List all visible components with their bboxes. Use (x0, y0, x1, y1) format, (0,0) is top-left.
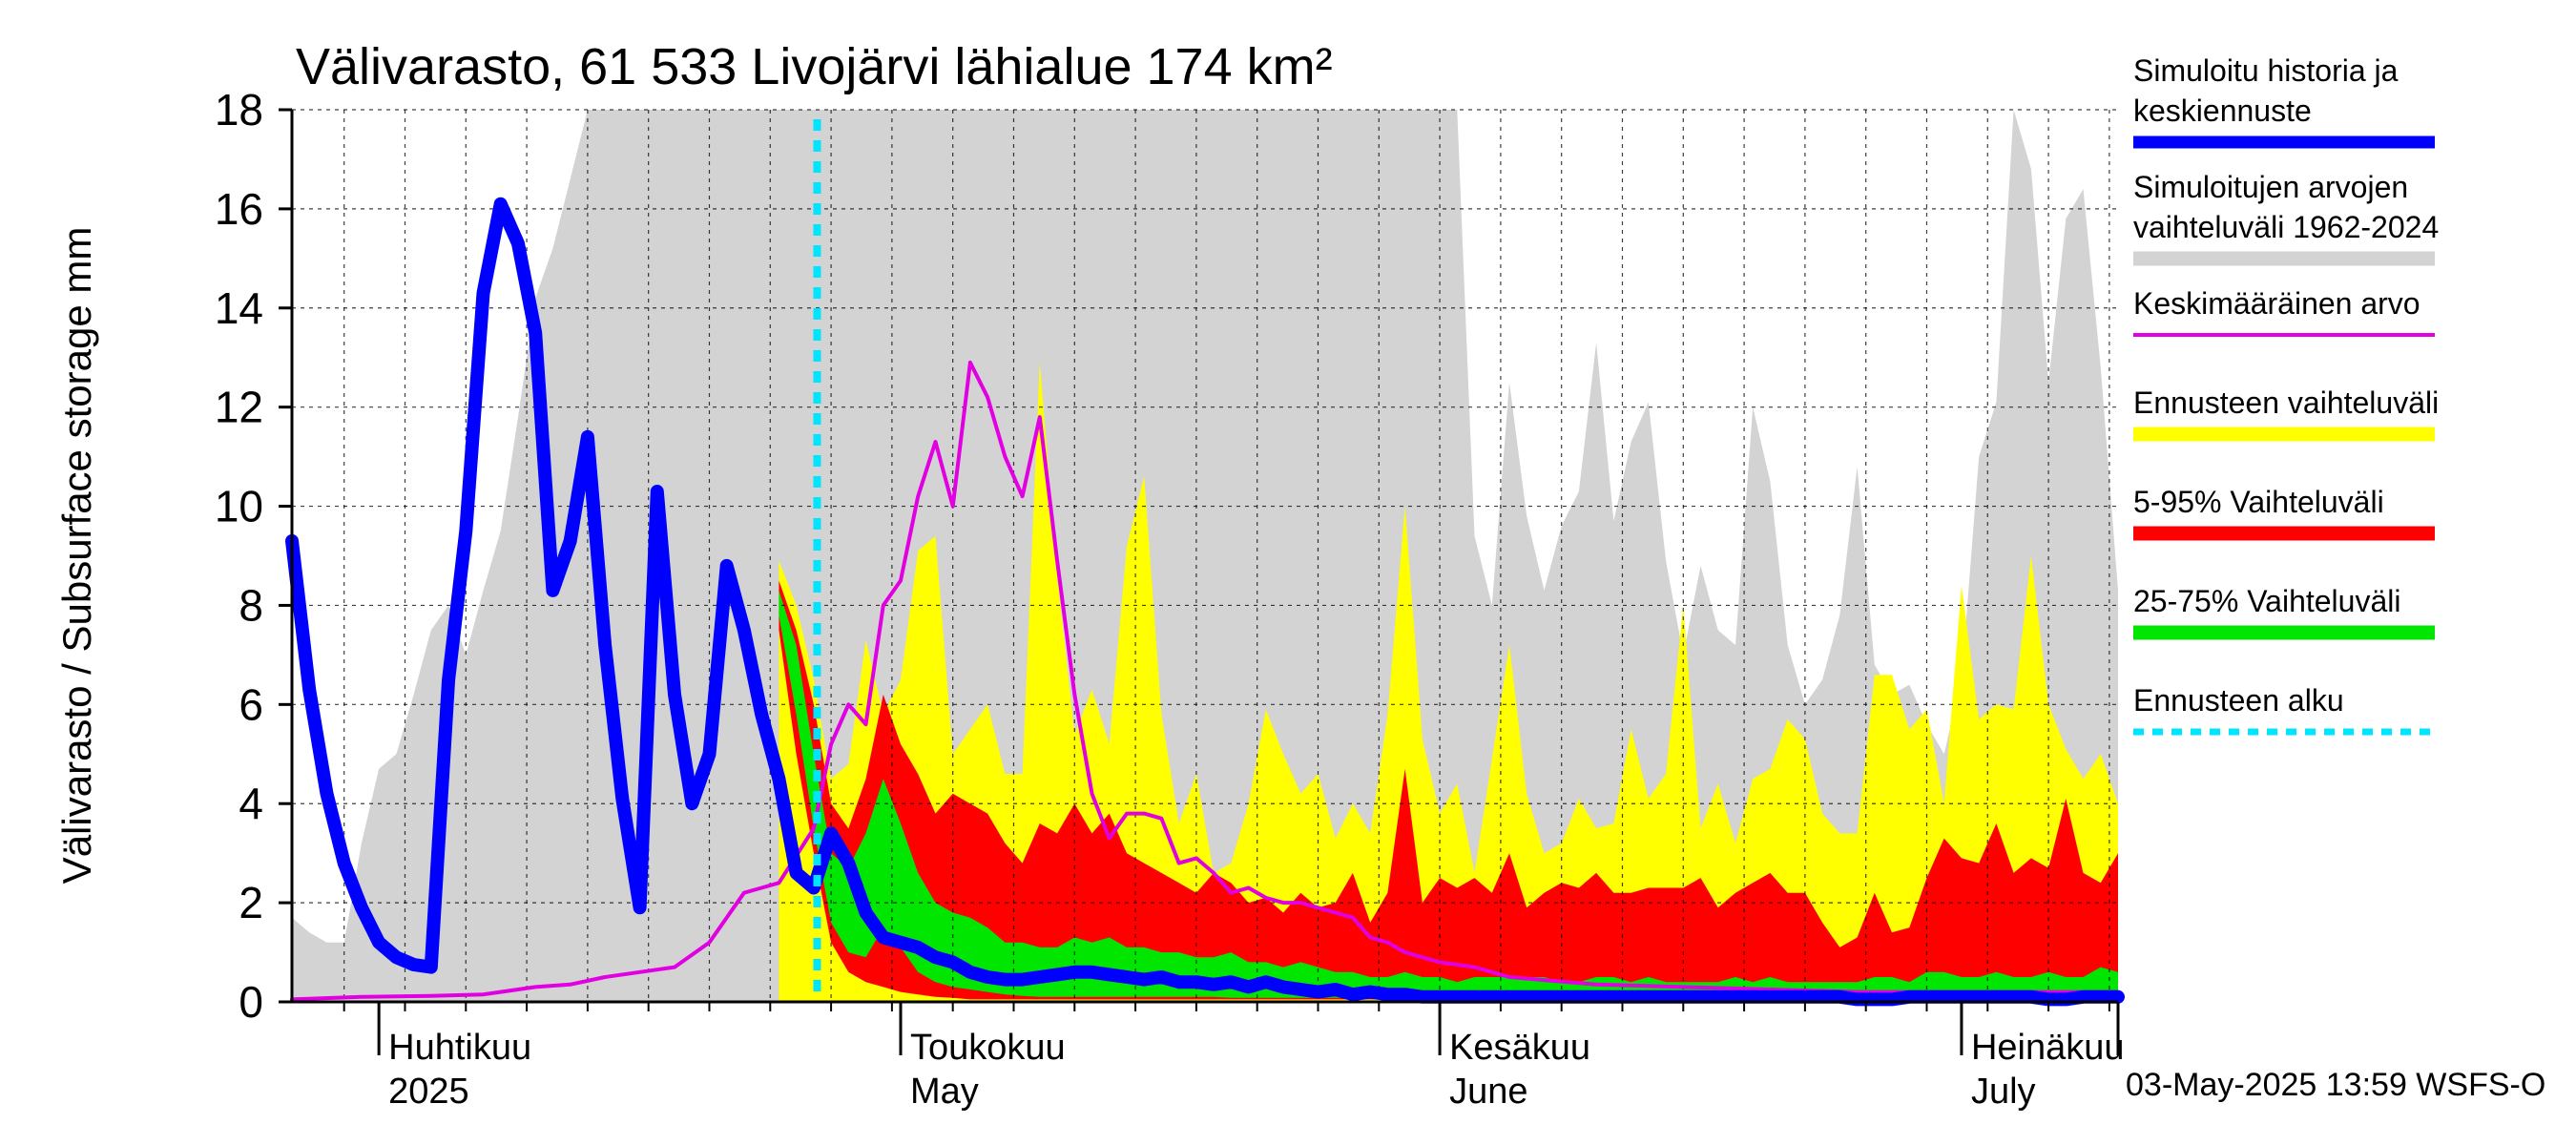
y-tick-label: 0 (239, 977, 263, 1027)
legend-text: Ennusteen vaihteluväli (2133, 385, 2439, 420)
simulated-history-line (285, 197, 2125, 1007)
y-tick-label: 8 (239, 580, 263, 630)
y-tick-label: 14 (215, 283, 263, 333)
y-axis-label: Välivarasto / Subsurface storage mm (54, 227, 99, 885)
y-tick-label: 16 (215, 184, 263, 234)
legend-text: Keskimääräinen arvo (2133, 286, 2420, 321)
data-lines (285, 119, 2125, 1007)
legend-text: 25-75% Vaihteluväli (2133, 584, 2400, 618)
range-25-75-band (779, 590, 2118, 998)
axes (290, 110, 2118, 1004)
historical-range-band (292, 110, 2118, 1002)
mean-value-line (290, 360, 2120, 1002)
month-label-fi: Huhtikuu (388, 1028, 531, 1068)
month-label-en: July (1971, 1072, 2036, 1112)
legend: Simuloitu historia ja keskiennuste Simuloi… (2133, 53, 2439, 736)
month-label-en: May (910, 1072, 979, 1112)
y-tick-label: 10 (215, 482, 263, 531)
legend-text: Ennusteen alku (2133, 683, 2344, 718)
month-label-en: June (1449, 1072, 1527, 1112)
month-label-fi: Kesäkuu (1449, 1028, 1590, 1068)
month-label-fi: Heinäkuu (1971, 1028, 2125, 1068)
range-5-95-band (779, 580, 2118, 1000)
legend-text: 5-95% Vaihteluväli (2133, 485, 2384, 519)
month-label-en: 2025 (388, 1072, 469, 1112)
y-tick-label: 6 (239, 679, 263, 729)
y-tick-labels: 0 2 4 6 8 10 12 14 16 18 (215, 85, 292, 1027)
legend-text: vaihteluväli 1962-2024 (2133, 210, 2439, 244)
legend-text: Simuloitu historia ja (2133, 53, 2399, 88)
month-label-fi: Toukokuu (910, 1028, 1066, 1068)
timestamp-label: 03-May-2025 13:59 WSFS-O (2126, 1067, 2545, 1103)
legend-text: Simuloitujen arvojen (2133, 170, 2408, 204)
y-tick-label: 4 (239, 779, 263, 828)
chart-title: Välivarasto, 61 533 Livojärvi lähialue 1… (296, 38, 1333, 95)
y-tick-label: 18 (215, 85, 263, 135)
data-bands (292, 110, 2118, 1002)
y-tick-label: 12 (215, 383, 263, 432)
y-tick-label: 2 (239, 878, 263, 927)
legend-text: keskiennuste (2133, 94, 2312, 128)
